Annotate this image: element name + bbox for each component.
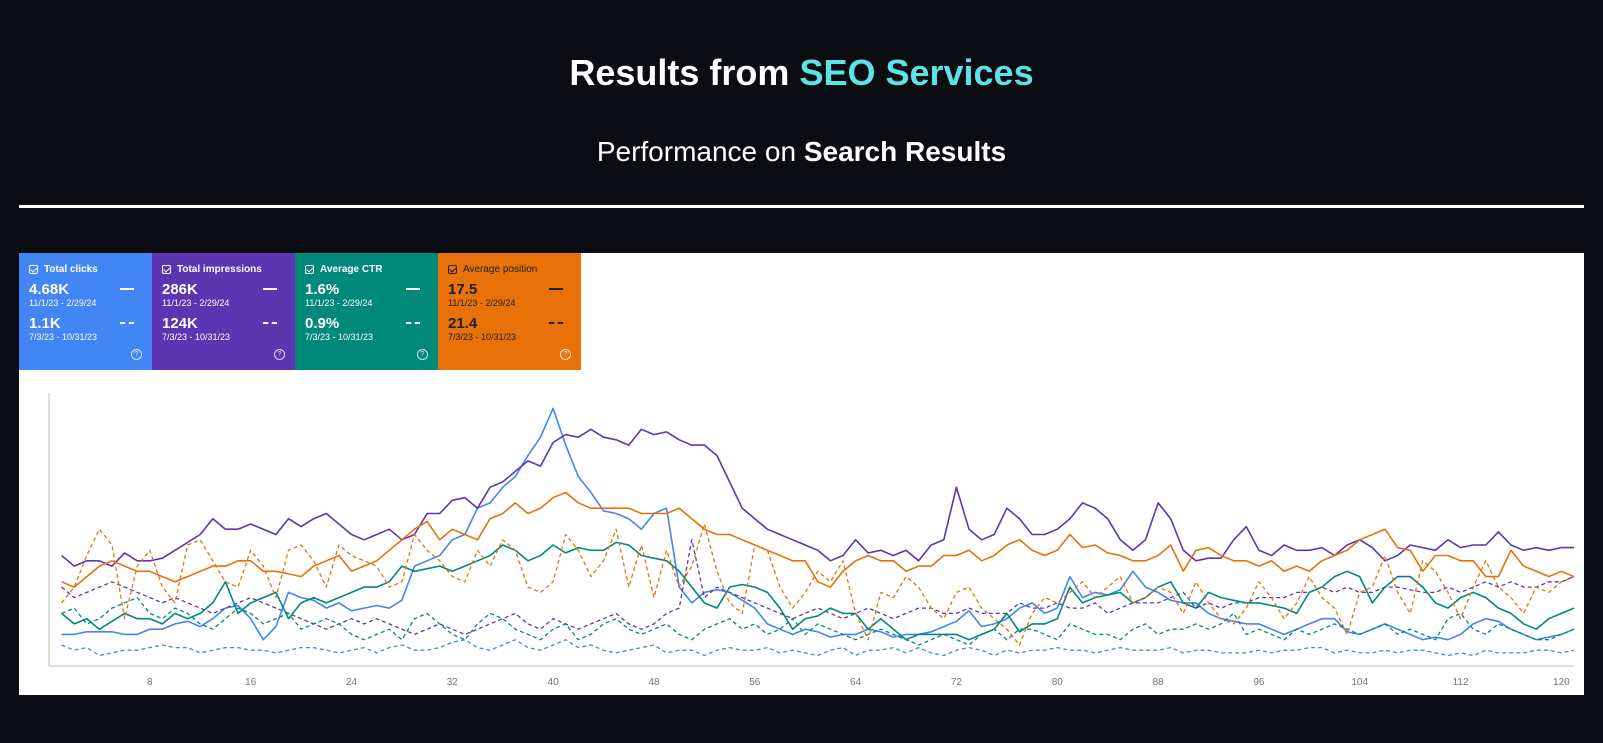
previous-value: 124K [162,315,198,332]
checkbox-icon[interactable] [448,265,457,274]
checkbox-icon[interactable] [162,265,171,274]
x-tick-label: 96 [1253,677,1265,688]
dashed-line-legend-icon [549,322,563,324]
x-tick-labels: 8 16 24 32 40 48 56 64 72 80 88 96 104 112 120 [147,677,1570,688]
x-tick-label: 56 [749,677,761,688]
x-tick-label: 8 [147,677,153,688]
previous-range: 7/3/23 - 10/31/23 [29,332,98,342]
page-title: Results from SEO Services [0,52,1603,94]
x-tick-label: 80 [1052,677,1064,688]
average-position-dashed-line [61,523,1575,646]
divider [19,205,1584,208]
solid-line-legend-icon [120,288,134,290]
current-range: 11/1/23 - 2/29/24 [305,298,373,308]
performance-panel: Total clicks 4.68K 11/1/23 - 2/29/24 1.1… [19,253,1584,695]
previous-value: 1.1K [29,315,61,332]
card-label: Total clicks [44,264,98,275]
subtitle-bold: Search Results [803,136,1007,167]
help-icon[interactable]: ? [274,349,285,360]
title-main: Results from [569,52,800,93]
help-icon[interactable]: ? [131,349,142,360]
x-tick-label: 104 [1351,677,1368,688]
metric-card-total-impressions[interactable]: Total impressions 286K 11/1/23 - 2/29/24… [152,253,295,370]
card-label: Average CTR [320,264,383,275]
x-tick-label: 64 [850,677,862,688]
metric-card-average-position[interactable]: Average position 17.5 11/1/23 - 2/29/24 … [438,253,581,370]
average-ctr-dashed-line [61,596,1575,646]
x-tick-label: 72 [951,677,963,688]
checkbox-icon[interactable] [305,265,314,274]
current-range: 11/1/23 - 2/29/24 [448,298,516,308]
chart-axes [48,393,1574,667]
total-impressions-dashed-line [61,539,1575,636]
x-tick-label: 120 [1553,677,1570,688]
card-label: Average position [463,264,538,275]
series-layer [61,407,1575,657]
help-icon[interactable]: ? [417,349,428,360]
current-range: 11/1/23 - 2/29/24 [162,298,230,308]
previous-range: 7/3/23 - 10/31/23 [448,332,517,342]
card-label: Total impressions [177,264,262,275]
x-tick-label: 16 [245,677,257,688]
checkbox-icon[interactable] [29,265,38,274]
total-clicks-solid-line [61,407,1575,641]
dashed-line-legend-icon [263,322,277,324]
dashed-line-legend-icon [120,322,134,324]
x-tick-label: 88 [1153,677,1165,688]
x-tick-label: 112 [1453,677,1469,688]
total-clicks-dashed-line [61,639,1575,657]
dashed-line-legend-icon [406,322,420,324]
previous-value: 0.9% [305,315,340,332]
current-value: 17.5 [448,281,478,298]
solid-line-legend-icon [549,288,563,290]
current-value: 286K [162,281,198,298]
x-tick-label: 24 [346,677,358,688]
title-accent: SEO Services [799,52,1034,93]
solid-line-legend-icon [263,288,277,290]
subtitle-main: Performance on [596,136,804,167]
average-ctr-solid-line [61,541,1575,641]
previous-value: 21.4 [448,315,478,332]
x-tick-label: 48 [648,677,660,688]
current-value: 1.6% [305,281,340,298]
page-subtitle: Performance on Search Results [0,136,1603,168]
current-value: 4.68K [29,281,70,298]
metric-card-total-clicks[interactable]: Total clicks 4.68K 11/1/23 - 2/29/24 1.1… [19,253,152,370]
average-position-solid-line [61,491,1575,588]
current-range: 11/1/23 - 2/29/24 [29,298,97,308]
previous-range: 7/3/23 - 10/31/23 [162,332,231,342]
solid-line-legend-icon [406,288,420,290]
x-tick-label: 40 [548,677,560,688]
help-icon[interactable]: ? [560,349,571,360]
previous-range: 7/3/23 - 10/31/23 [305,332,374,342]
x-tick-label: 32 [447,677,459,688]
metric-card-average-ctr[interactable]: Average CTR 1.6% 11/1/23 - 2/29/24 0.9% … [295,253,438,370]
total-impressions-solid-line [61,428,1574,567]
metric-cards: Total clicks 4.68K 11/1/23 - 2/29/24 1.1… [19,253,581,370]
performance-line-chart: 8 16 24 32 40 48 56 64 72 80 88 96 104 112 120 [48,393,1575,688]
